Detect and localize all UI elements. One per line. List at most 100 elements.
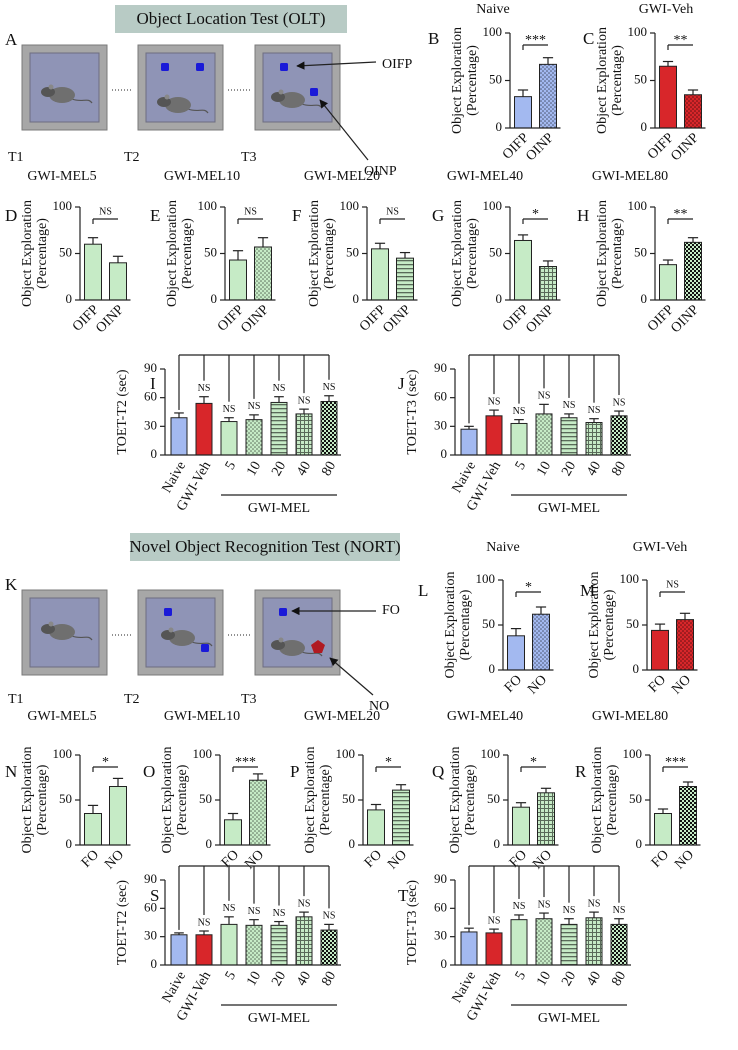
y-tick-label: 50 [346, 244, 359, 259]
x-tick-label: FO [79, 847, 102, 870]
x-tick-label: OINP [523, 302, 557, 336]
y-axis-label: Object Exploration [595, 27, 610, 134]
x-tick-label: FO [649, 847, 672, 870]
rat-head [41, 624, 55, 634]
annotation: NS [298, 395, 311, 406]
object-arrow [296, 61, 377, 70]
x-tick-label: NO [669, 672, 694, 697]
rat-ear [48, 621, 54, 627]
x-tick-label: OINP [93, 302, 127, 336]
y-tick-label: 0 [349, 836, 356, 851]
x-tick-label: 40 [294, 969, 314, 989]
y-axis-label: Object Exploration [303, 747, 318, 854]
annotation: NS [273, 383, 286, 394]
y-tick-label: 0 [66, 291, 73, 306]
rat-ear [168, 627, 174, 633]
x-tick-label: 10 [534, 459, 554, 479]
y-tick-label: 0 [151, 446, 158, 461]
trial-label: T2 [124, 692, 140, 707]
y-axis-label: (Percentage) [175, 764, 190, 835]
x-tick-label: 5 [223, 969, 239, 983]
test-header-box [130, 533, 400, 561]
bar [659, 65, 677, 129]
bar [514, 239, 532, 301]
y-axis-label: (Percentage) [610, 218, 625, 289]
bar [392, 789, 410, 846]
annotation: NS [538, 899, 551, 910]
y-tick-label: 60 [434, 389, 447, 404]
bar [610, 415, 628, 456]
bar [295, 413, 313, 456]
bar [460, 931, 478, 966]
significance-label: ** [674, 33, 688, 48]
rat-tail [71, 635, 93, 641]
bar [514, 96, 532, 129]
y-axis-label: (Percentage) [610, 45, 625, 116]
y-tick-label: 50 [487, 791, 500, 806]
x-tick-label: 20 [269, 969, 289, 989]
y-tick-label: 50 [489, 244, 502, 259]
x-tick-label: 80 [609, 459, 629, 479]
panel-letter: I [150, 374, 156, 393]
y-tick-label: 100 [198, 198, 218, 213]
bar [245, 419, 263, 456]
trial-label: T1 [8, 150, 24, 165]
y-tick-label: 50 [59, 244, 72, 259]
chart-title: Naive [476, 2, 509, 17]
bar [245, 924, 263, 966]
bar [539, 266, 557, 301]
annotation: NS [563, 400, 576, 411]
annotation: NS [563, 905, 576, 916]
annotation: NS [588, 898, 601, 909]
x-tick-label: 80 [319, 969, 339, 989]
object-arrow [329, 657, 374, 696]
bar [170, 934, 188, 966]
bar [295, 916, 313, 966]
panel-letter: T [398, 886, 409, 905]
annotation: NS [248, 401, 261, 412]
y-axis-label: (Percentage) [463, 764, 478, 835]
y-tick-label: 0 [636, 836, 643, 851]
x-tick-label: 10 [534, 969, 554, 989]
annotation: NS [198, 383, 211, 394]
x-tick-label: 40 [294, 459, 314, 479]
bar [510, 422, 528, 456]
bar [585, 917, 603, 966]
y-tick-label: 100 [623, 746, 643, 761]
trial-label: T3 [241, 150, 257, 165]
y-axis-label: Object Exploration [450, 200, 465, 307]
y-tick-label: 0 [641, 119, 648, 134]
y-axis-label: TOET-T3 (sec) [405, 880, 420, 965]
rat-body [49, 87, 75, 103]
rat-body [165, 97, 191, 113]
object-square [201, 644, 209, 652]
object-square [164, 608, 172, 616]
test-header-box [115, 5, 347, 33]
y-tick-label: 0 [211, 291, 218, 306]
object-label: NO [369, 699, 389, 714]
x-tick-label: 10 [244, 459, 264, 479]
rat-body [169, 630, 195, 646]
x-tick-label: NO [525, 672, 550, 697]
chart-title: GWI-MEL10 [164, 169, 240, 184]
x-tick-label: FO [646, 672, 669, 695]
y-tick-label: 100 [336, 746, 356, 761]
bar [229, 259, 247, 301]
bar [512, 806, 530, 846]
y-tick-label: 0 [441, 446, 448, 461]
bar [610, 923, 628, 966]
bar [249, 779, 267, 846]
annotation: NS [613, 905, 626, 916]
y-axis-label: Object Exploration [587, 572, 602, 679]
x-tick-label: 80 [319, 459, 339, 479]
bar [684, 94, 702, 129]
x-tick-label: 10 [244, 969, 264, 989]
panel-letter: L [418, 581, 428, 600]
y-tick-label: 100 [53, 746, 73, 761]
x-tick-label: NO [242, 847, 267, 872]
y-tick-label: 50 [342, 791, 355, 806]
panel-letter: D [5, 206, 17, 225]
object-square [310, 88, 318, 96]
bar [254, 246, 272, 301]
bar [535, 918, 553, 966]
